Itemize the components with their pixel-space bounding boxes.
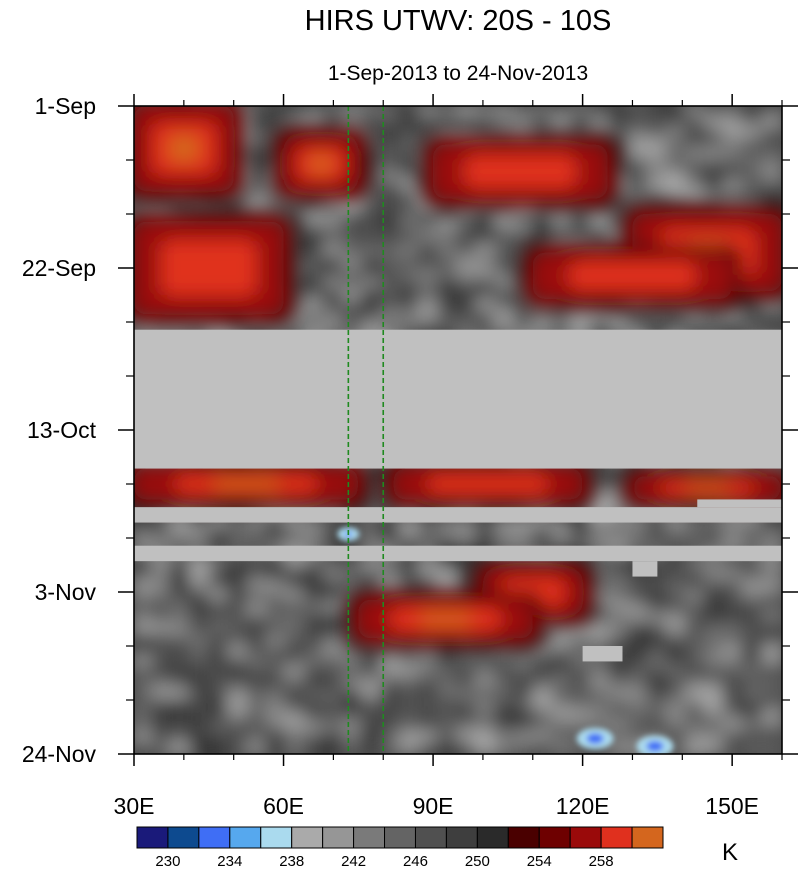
field-cell [208, 741, 232, 754]
field-cell [456, 741, 480, 754]
colorbar-tick-label: 230 [155, 853, 180, 869]
warm-region [160, 240, 257, 296]
field-cell [170, 741, 194, 754]
missing-data-band [134, 545, 782, 562]
warm-region [419, 613, 472, 625]
colorbar-swatch [600, 826, 633, 849]
missing-data-band [134, 329, 782, 469]
colorbar-swatch [631, 826, 664, 849]
colorbar-swatch [198, 826, 231, 849]
missing-data-band [582, 646, 623, 662]
missing-data-band [134, 507, 782, 523]
field-cell [341, 741, 365, 754]
missing-data-band [697, 499, 782, 508]
field-cell [532, 741, 556, 754]
colorbar-swatch [414, 826, 447, 849]
field-cell [608, 741, 632, 754]
cold-spot [646, 741, 664, 752]
colorbar-swatch [291, 826, 324, 849]
field-cell [475, 741, 499, 754]
missing-data-band [632, 561, 658, 577]
chart-subtitle: 1-Sep-2013 to 24-Nov-2013 [328, 62, 588, 85]
field-cell [417, 741, 441, 754]
colorbar-tick-label: 238 [279, 853, 304, 869]
refline-layer [347, 106, 385, 754]
axis-layer: 30E 60E 90E 120E 150E 1-Sep 22-Sep 13-Oct 3-Nov 2… [22, 93, 798, 819]
colorbar-swatch [136, 826, 169, 849]
colorbar-swatch [229, 826, 262, 849]
y-tick-label: 1-Sep [35, 93, 96, 119]
field-cell [227, 741, 251, 754]
colorbar-tick-label: 234 [217, 853, 242, 869]
colorbar-swatch [507, 826, 540, 849]
x-tick-label: 120E [556, 793, 610, 819]
colorbar-swatch [569, 826, 602, 849]
x-tick-label: 30E [114, 793, 155, 819]
field-cell [322, 741, 346, 754]
x-tick-label: 60E [263, 793, 304, 819]
cold-layer [337, 527, 674, 754]
field-cell [246, 741, 270, 754]
missing-layer [134, 329, 782, 662]
colorbar-swatch [384, 826, 416, 849]
field-cell [134, 741, 156, 754]
warm-region [168, 135, 199, 162]
colorbar-swatch [260, 826, 293, 849]
field-cell [284, 741, 308, 754]
colorbar-tick-label: 258 [589, 853, 614, 869]
colorbar-tick-label: 242 [341, 853, 366, 869]
field-cell [684, 741, 708, 754]
field-cell [398, 741, 422, 754]
warm-layer [134, 106, 782, 647]
plot-area [134, 106, 782, 754]
warm-region [684, 484, 730, 492]
field-cell [360, 741, 384, 754]
x-tick-label: 90E [413, 793, 454, 819]
chart-title: HIRS UTWV: 20S - 10S [305, 5, 612, 37]
colorbar-swatch [538, 826, 571, 849]
field-cell [760, 741, 782, 754]
field-cell [303, 741, 327, 754]
y-tick-label: 13-Oct [27, 417, 97, 443]
warm-region [309, 155, 333, 172]
warm-region [568, 261, 697, 290]
warm-region [212, 479, 280, 489]
x-tick-label: 150E [705, 793, 759, 819]
field-cell [551, 741, 575, 754]
colorbar-tick-label: 246 [403, 853, 428, 869]
colorbar-tick-label: 254 [527, 853, 552, 869]
colorbar-swatch [322, 826, 355, 849]
field-cell [513, 741, 537, 754]
cold-spot [586, 733, 604, 744]
field-cell [703, 741, 727, 754]
field-cell [741, 741, 765, 754]
warm-region [464, 155, 577, 188]
colorbar-unit: K [722, 839, 738, 866]
y-tick-label: 22-Sep [22, 255, 96, 281]
warm-region [427, 474, 549, 494]
y-tick-label: 3-Nov [35, 579, 97, 605]
field-cell [379, 741, 403, 754]
colorbar-tick-label: 250 [465, 853, 490, 869]
field-cell [189, 741, 213, 754]
field-cell [722, 741, 746, 754]
field-cell [436, 741, 460, 754]
colorbar-swatch [167, 826, 200, 849]
colorbar-swatch [353, 826, 386, 849]
colorbar-swatch [476, 826, 509, 849]
field-cell [265, 741, 289, 754]
field-cell [494, 741, 518, 754]
y-tick-label: 24-Nov [22, 741, 97, 767]
colorbar: 230 234 238 242 246 250 254 258 K [136, 826, 738, 869]
field-cell [151, 741, 175, 754]
colorbar-swatch [445, 826, 478, 849]
